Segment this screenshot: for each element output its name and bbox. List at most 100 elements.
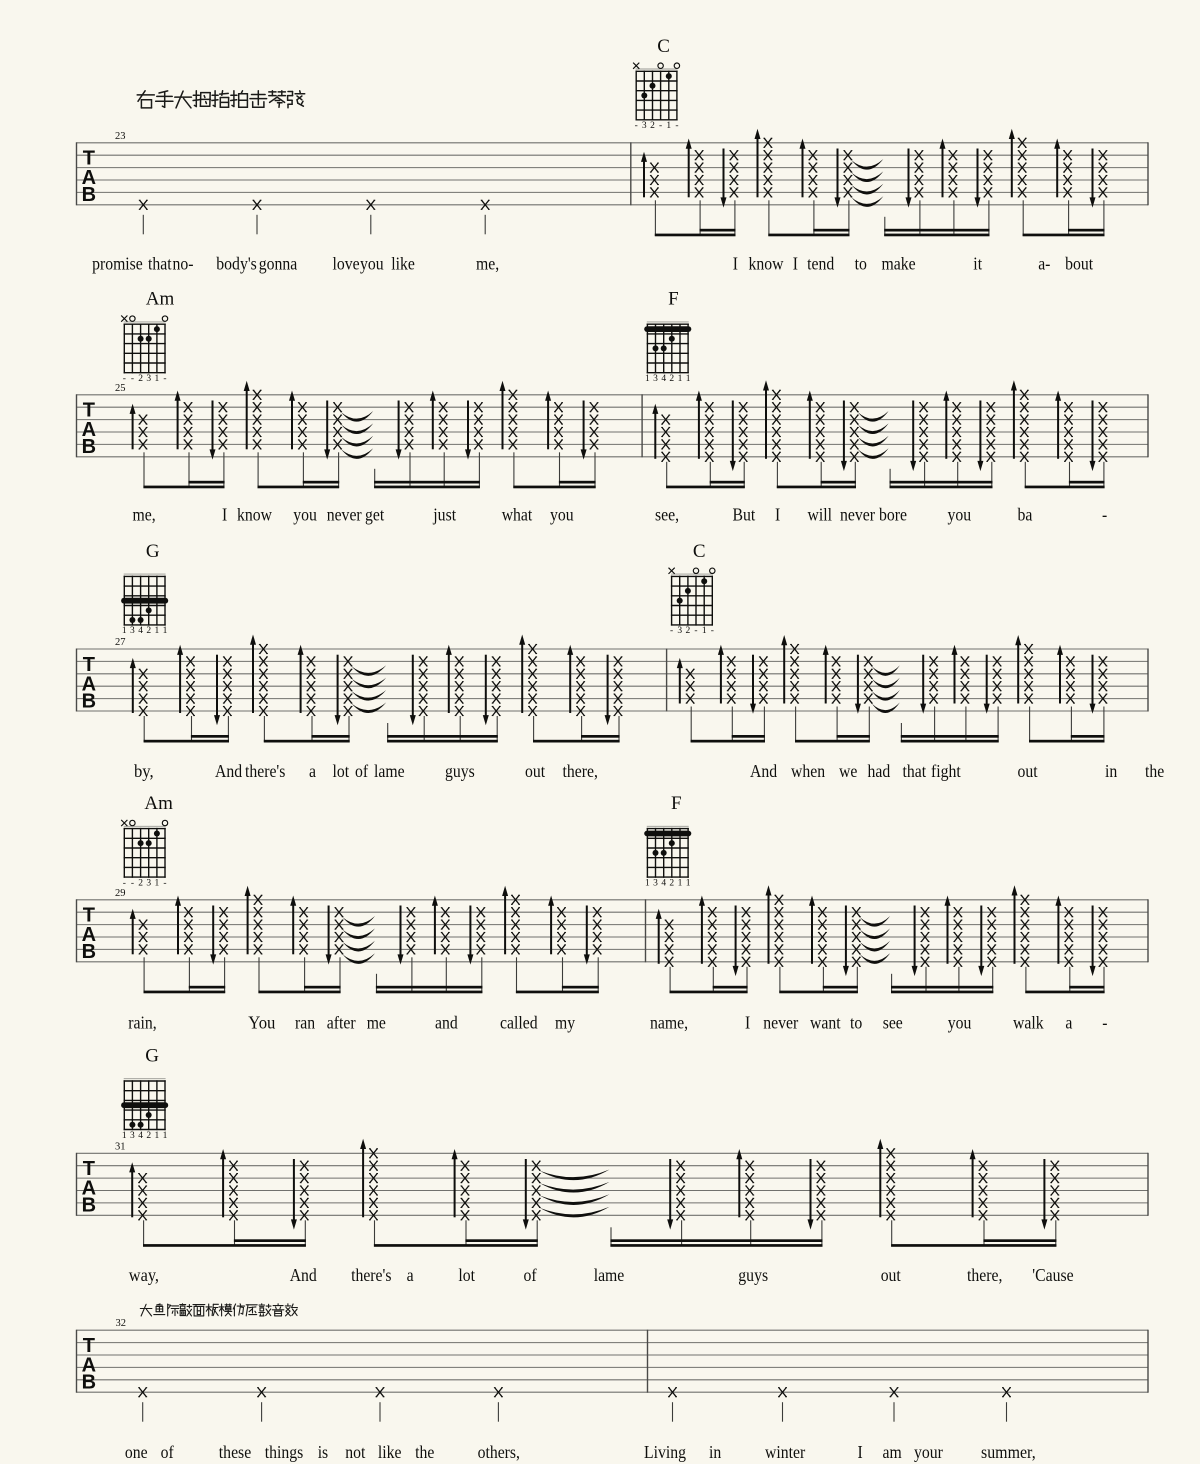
svg-text:like: like: [378, 1442, 402, 1462]
svg-text:tend: tend: [807, 254, 834, 274]
svg-text:to: to: [850, 1012, 862, 1032]
svg-text:summer,: summer,: [981, 1442, 1036, 1462]
svg-text:A: A: [82, 419, 96, 441]
svg-text:things: things: [265, 1442, 304, 1462]
svg-text:23: 23: [115, 131, 126, 142]
svg-text:1: 1: [163, 626, 168, 636]
svg-text:F: F: [671, 793, 682, 814]
svg-text:But: But: [733, 505, 756, 525]
svg-text:29: 29: [115, 888, 126, 899]
svg-text:lame: lame: [374, 761, 405, 781]
svg-text:27: 27: [115, 637, 126, 648]
svg-text:I: I: [745, 1012, 750, 1032]
svg-text:25: 25: [115, 383, 126, 394]
svg-text:T: T: [83, 654, 95, 676]
svg-text:the: the: [415, 1442, 434, 1462]
svg-text:1: 1: [645, 878, 650, 888]
svg-text:3: 3: [146, 878, 151, 888]
svg-text:'Cause: 'Cause: [1032, 1265, 1073, 1285]
svg-text:body's: body's: [216, 254, 256, 274]
svg-text:3: 3: [653, 878, 658, 888]
svg-text:4: 4: [661, 374, 666, 384]
svg-text:in: in: [709, 1442, 721, 1462]
svg-text:others,: others,: [478, 1442, 520, 1462]
svg-text:fight: fight: [931, 761, 961, 781]
svg-text:guys: guys: [738, 1265, 768, 1285]
svg-text:1: 1: [122, 626, 127, 636]
svg-text:-: -: [711, 626, 714, 636]
svg-text:I: I: [733, 254, 738, 274]
svg-text:after: after: [327, 1012, 356, 1032]
svg-text:a: a: [1065, 1012, 1072, 1032]
svg-text:A: A: [82, 167, 96, 189]
svg-text:there,: there,: [967, 1265, 1002, 1285]
svg-text:1: 1: [122, 1131, 127, 1141]
svg-text:of: of: [524, 1265, 537, 1285]
svg-text:lot: lot: [458, 1265, 475, 1285]
svg-text:will: will: [808, 505, 833, 525]
svg-text:like: like: [391, 254, 415, 274]
svg-text:2: 2: [146, 1131, 151, 1141]
svg-text:it: it: [973, 254, 982, 274]
svg-text:that: that: [903, 761, 927, 781]
svg-text:A: A: [82, 673, 96, 695]
svg-text:called: called: [500, 1012, 538, 1032]
svg-text:B: B: [82, 941, 96, 963]
svg-text:love: love: [333, 254, 360, 274]
svg-text:to: to: [855, 254, 867, 274]
svg-text:you: you: [293, 505, 317, 525]
svg-text:a-: a-: [1038, 254, 1050, 274]
svg-text:A: A: [82, 1178, 96, 1200]
svg-text:winter: winter: [765, 1442, 805, 1462]
svg-text:2: 2: [138, 878, 143, 888]
svg-text:1: 1: [666, 121, 671, 131]
svg-text:I: I: [222, 505, 227, 525]
svg-text:want: want: [810, 1012, 841, 1032]
svg-text:T: T: [83, 1335, 95, 1357]
svg-text:I: I: [858, 1442, 863, 1462]
svg-text:you: you: [948, 505, 972, 525]
svg-text:31: 31: [115, 1141, 126, 1152]
svg-text:-: -: [123, 878, 126, 888]
svg-text:the: the: [1145, 761, 1164, 781]
svg-text:-: -: [131, 878, 134, 888]
svg-text:And: And: [290, 1265, 317, 1285]
svg-text:I: I: [775, 505, 780, 525]
svg-text:And: And: [750, 761, 777, 781]
svg-text:bout: bout: [1065, 254, 1093, 274]
svg-text:2: 2: [686, 626, 691, 636]
svg-text:that: that: [148, 254, 172, 274]
svg-text:1: 1: [645, 374, 650, 384]
svg-text:C: C: [693, 541, 706, 562]
svg-text:2: 2: [669, 878, 674, 888]
svg-text:-: -: [659, 121, 662, 131]
svg-text:me: me: [367, 1012, 386, 1032]
svg-text:Living: Living: [644, 1442, 686, 1462]
svg-text:And: And: [215, 761, 242, 781]
svg-text:by,: by,: [134, 761, 154, 781]
svg-text:T: T: [83, 400, 95, 422]
svg-text:promise: promise: [92, 254, 143, 274]
svg-text:3: 3: [677, 626, 682, 636]
svg-text:T: T: [83, 148, 95, 170]
svg-text:3: 3: [130, 626, 135, 636]
svg-text:gonna: gonna: [259, 254, 298, 274]
svg-text:out: out: [881, 1265, 901, 1285]
svg-text:bore: bore: [879, 505, 907, 525]
svg-text:lot: lot: [333, 761, 350, 781]
svg-text:of: of: [355, 761, 368, 781]
svg-text:-: -: [670, 626, 673, 636]
svg-text:me,: me,: [476, 254, 499, 274]
svg-text:Am: Am: [144, 793, 173, 814]
svg-text:1: 1: [155, 374, 160, 384]
svg-text:B: B: [82, 184, 96, 206]
svg-text:-: -: [163, 374, 166, 384]
svg-text:what: what: [502, 505, 533, 525]
svg-text:3: 3: [146, 374, 151, 384]
svg-text:T: T: [83, 1158, 95, 1180]
svg-text:a: a: [309, 761, 316, 781]
svg-text:2: 2: [146, 626, 151, 636]
svg-text:we: we: [839, 761, 857, 781]
svg-text:know: know: [749, 254, 784, 274]
svg-text:C: C: [657, 36, 670, 57]
